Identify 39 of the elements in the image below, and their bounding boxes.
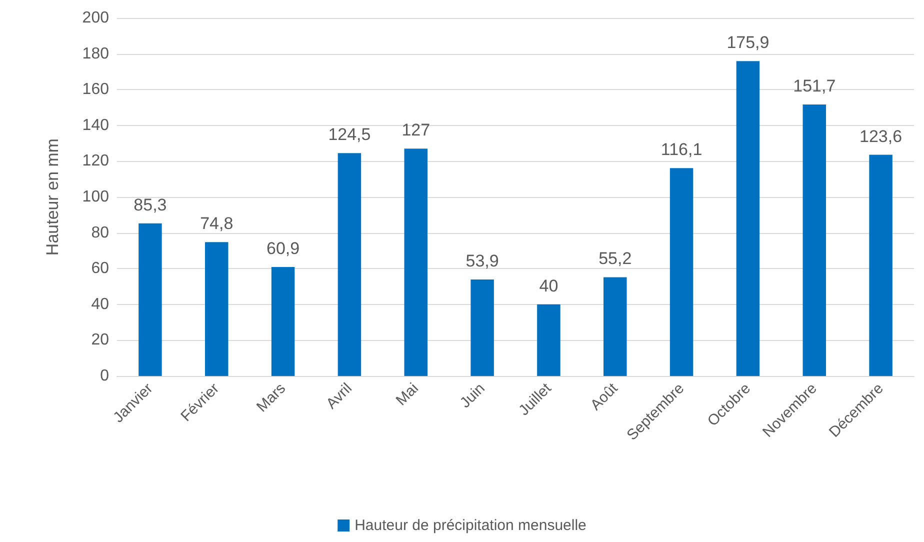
y-tick-label: 40 <box>91 296 110 313</box>
y-tick-label: 160 <box>82 81 110 98</box>
y-tick-label: 140 <box>82 116 110 134</box>
data-label: 175,9 <box>726 33 770 52</box>
data-label: 127 <box>402 120 430 140</box>
data-label: 85,3 <box>134 195 167 214</box>
bar <box>205 242 228 376</box>
x-tick-label: Juin <box>456 380 488 412</box>
bar <box>470 280 494 376</box>
data-label: 116,1 <box>660 140 702 160</box>
bar <box>802 104 826 376</box>
data-label: 40 <box>539 276 558 296</box>
bar <box>604 277 627 376</box>
bar <box>670 168 694 376</box>
bar <box>271 266 295 376</box>
x-tick-label: Mai <box>392 380 422 410</box>
data-label: 53,9 <box>466 252 499 271</box>
y-tick-label: 180 <box>82 45 110 62</box>
data-label: 55,2 <box>598 249 632 268</box>
y-tick-label: 120 <box>82 152 110 170</box>
bar <box>338 153 362 376</box>
y-tick-label: 80 <box>91 224 110 242</box>
y-tick-label: 200 <box>82 10 110 26</box>
y-axis-title: Hauteur en mm <box>43 138 62 256</box>
data-label: 74,8 <box>200 214 234 234</box>
bar <box>138 223 162 376</box>
legend-label: Hauteur de précipitation mensuelle <box>354 517 586 534</box>
data-label: 151,7 <box>793 76 836 96</box>
bar <box>404 148 428 376</box>
bar <box>736 61 760 376</box>
y-tick-label: 0 <box>100 368 110 384</box>
data-label: 123,6 <box>860 126 902 146</box>
y-tick-label: 100 <box>82 188 110 206</box>
data-label: 60,9 <box>266 238 300 258</box>
bar <box>537 304 560 376</box>
bar <box>869 154 892 376</box>
y-tick-label: 20 <box>91 332 110 349</box>
y-tick-label: 60 <box>91 260 110 278</box>
data-label: 124,5 <box>328 125 371 144</box>
